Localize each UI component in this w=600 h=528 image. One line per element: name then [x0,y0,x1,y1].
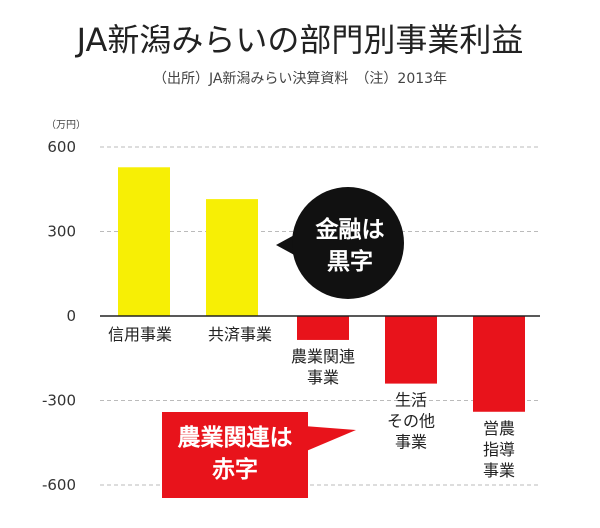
black-callout-text: 金融は [315,216,385,243]
category-label: 指導 [483,440,515,459]
category-label: 事業 [307,368,339,387]
category-label: その他 [387,412,435,431]
bar [297,316,349,340]
chart-subtitle: （出所）JA新潟みらい決算資料 （注）2013年 [152,71,448,87]
category-label: 生活 [395,391,427,410]
bar [206,199,258,316]
category-label: 農業関連 [291,347,355,366]
red-callout-text: 農業関連は [178,424,293,451]
black-callout-bubble [292,187,404,299]
callout-pointer [304,426,356,452]
y-tick-label: 300 [47,223,76,241]
category-label: 営農 [483,419,515,438]
y-axis-unit: （万円） [46,119,86,131]
category-label: 信用事業 [108,325,172,344]
y-tick-label: 600 [47,138,76,156]
red-callout-text: 赤字 [212,456,258,483]
bar [473,316,525,412]
red-callout-box [162,412,308,498]
bar [385,316,437,384]
y-tick-label: -600 [42,476,76,494]
y-tick-label: 0 [66,307,76,325]
bar [118,167,170,316]
category-label: 共済事業 [208,325,272,344]
black-callout-text: 黒字 [327,248,373,275]
y-tick-label: -300 [42,392,76,410]
category-label: 事業 [395,433,427,452]
category-label: 事業 [483,461,515,480]
chart-title: JA新潟みらいの部門別事業利益 [76,21,524,59]
